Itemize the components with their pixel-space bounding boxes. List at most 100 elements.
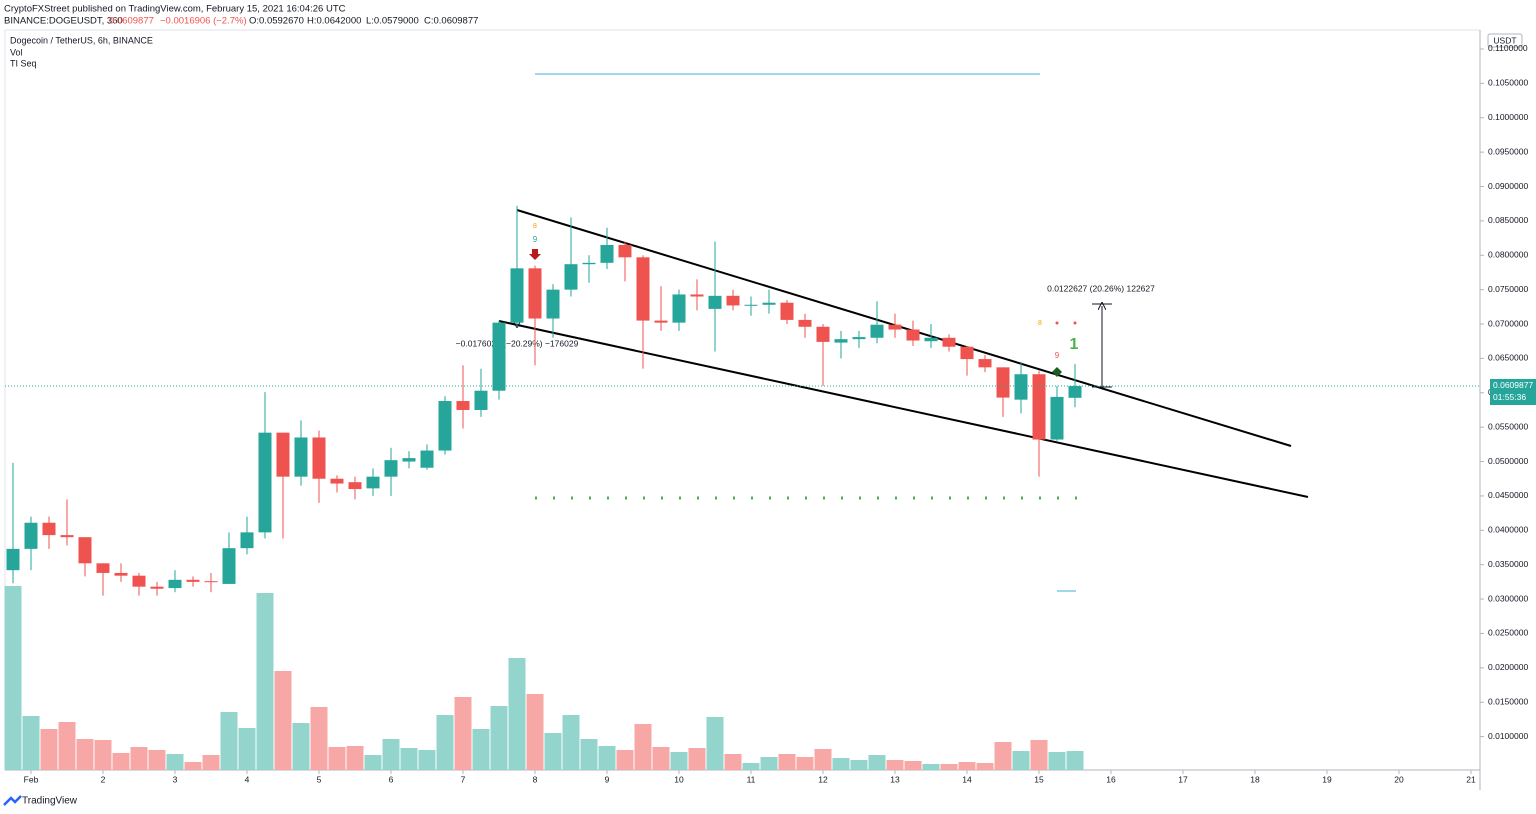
candle-body [456, 401, 470, 410]
candle-body [654, 320, 668, 323]
candle-body [852, 337, 866, 340]
indicator: TI Seq [10, 58, 37, 68]
volume-bar [310, 707, 328, 770]
y-tick-label: 0.0450000 [1488, 490, 1528, 500]
volume-bar [1030, 740, 1048, 770]
volume-bar [994, 742, 1012, 770]
x-tick-label: 13 [890, 774, 900, 784]
volume-bar [562, 715, 580, 770]
volume-bar [400, 748, 418, 770]
td-dot [1055, 321, 1059, 325]
candle-body [1032, 374, 1046, 440]
y-tick-label: 0.0550000 [1488, 421, 1528, 431]
candle-body [924, 337, 938, 342]
candle-body [888, 324, 902, 330]
x-tick-label: 14 [962, 774, 972, 784]
candle-body [312, 437, 326, 479]
td-seq-label: 1 [1070, 336, 1079, 353]
candle-body [1050, 396, 1064, 440]
buy-signal [1052, 367, 1062, 377]
countdown: 01:55:36 [1493, 392, 1526, 402]
x-tick-label: 20 [1394, 774, 1404, 784]
candle-body [150, 586, 164, 589]
candle-body [1014, 374, 1028, 400]
x-tick-label: 5 [317, 774, 322, 784]
chart-title: Dogecoin / TetherUS, 6h, BINANCE [10, 35, 153, 45]
volume-bar [922, 764, 940, 770]
candle-body [870, 324, 884, 338]
x-tick-label: 8 [533, 774, 538, 784]
y-tick-label: 0.0200000 [1488, 662, 1528, 672]
volume-bar [508, 658, 526, 770]
volume-bar [616, 750, 634, 770]
candle-body [294, 437, 308, 477]
td-seq-label: 8 [533, 223, 537, 230]
volume-bar [364, 755, 382, 770]
volume-bar [598, 746, 616, 770]
candle-body [348, 482, 362, 490]
indicator: Vol [10, 47, 23, 57]
volume-bar [328, 747, 346, 770]
x-tick-label: 17 [1178, 774, 1188, 784]
x-tick-label: 21 [1466, 774, 1476, 784]
volume-bar [202, 755, 220, 770]
volume-bar [472, 729, 490, 770]
candle-body [168, 579, 182, 589]
volume-bar [796, 757, 814, 770]
y-tick-label: 0.0500000 [1488, 456, 1528, 466]
volume-bar [292, 723, 310, 770]
logo [3, 795, 22, 806]
x-tick-label: 11 [747, 774, 756, 784]
symbol: BINANCE:DOGEUSDT, 360 [4, 16, 123, 27]
y-tick-label: 0.0900000 [1488, 181, 1528, 191]
y-tick-label: 0.0300000 [1488, 593, 1528, 603]
currency-box [1487, 33, 1523, 48]
volume-bar [94, 740, 112, 770]
candle-body [222, 548, 236, 584]
candle-body [600, 244, 614, 263]
volume-bar [40, 729, 58, 770]
x-tick-label: 3 [173, 774, 178, 784]
volume-bar [652, 747, 670, 770]
candle-body [528, 268, 542, 319]
volume-bar [760, 757, 778, 770]
candle-body [258, 432, 272, 533]
y-tick-label: 0.1100000 [1488, 43, 1528, 53]
x-tick-label: 4 [245, 774, 250, 784]
candle-body [996, 367, 1010, 398]
candle-body [474, 390, 488, 410]
x-tick-label: 16 [1106, 774, 1116, 784]
candle-body [132, 575, 146, 587]
candle-body [204, 581, 218, 583]
candle-body [6, 548, 20, 571]
volume-bar [634, 724, 652, 770]
y-tick-label: 0.0150000 [1488, 696, 1528, 706]
volume-bar [220, 712, 238, 770]
volume-bar [724, 754, 742, 770]
volume-bar [490, 706, 508, 770]
x-tick-label: 15 [1034, 774, 1044, 784]
publisher: CryptoFXStreet published on TradingView.… [4, 4, 346, 15]
sell-arrow [529, 249, 541, 260]
candle-body [582, 262, 596, 265]
volume-bar [544, 733, 562, 770]
drawings [498, 209, 1309, 498]
candle-body [672, 294, 686, 323]
candle-body [834, 339, 848, 343]
candle-body [240, 532, 254, 549]
td-dot [1073, 321, 1077, 325]
candle-body [906, 329, 920, 341]
td-seq-label: 8 [1038, 320, 1042, 327]
candle-body [816, 326, 830, 342]
y-tick-label: 0.0100000 [1488, 731, 1528, 741]
volume-bar [526, 694, 544, 770]
last-price-label: 0.0609877 [1493, 380, 1533, 390]
volume-bar [1066, 751, 1084, 770]
volume-bar [238, 728, 256, 770]
ohlc-open: O:0.0592670 [249, 16, 304, 27]
trend-line [498, 320, 1309, 498]
y-tick-label: 0.0800000 [1488, 250, 1528, 260]
candle-body [762, 302, 776, 305]
y-tick-label: 0.0750000 [1488, 284, 1528, 294]
